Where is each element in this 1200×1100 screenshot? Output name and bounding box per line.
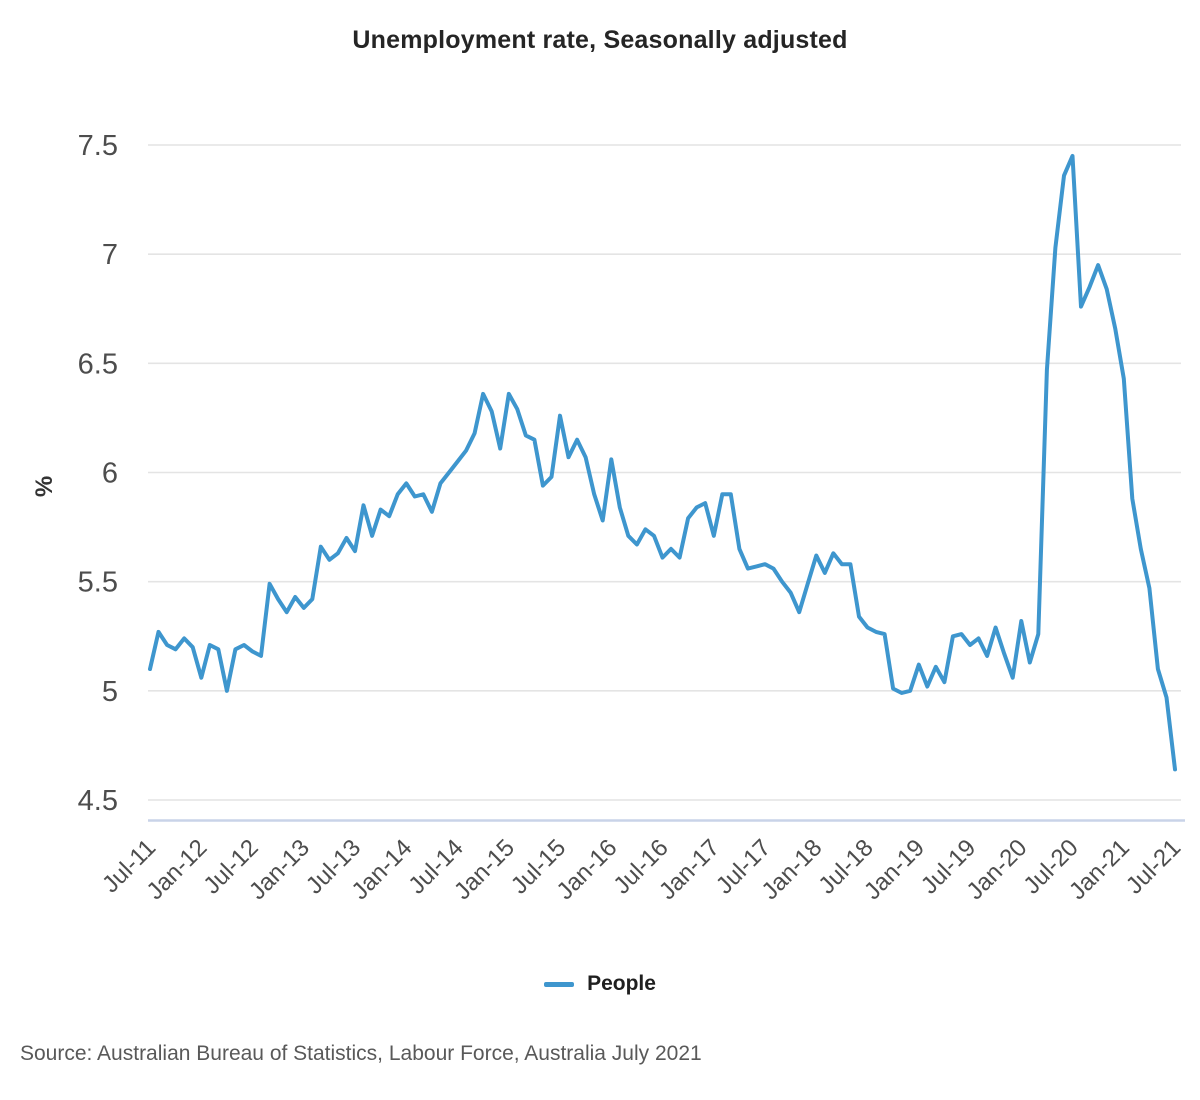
legend-line-swatch: [544, 981, 575, 987]
y-tick-label: 7: [102, 239, 118, 271]
y-tick-label: 6.5: [78, 348, 118, 380]
y-tick-label: 7.5: [78, 130, 118, 162]
y-tick-label: 5: [102, 676, 118, 708]
x-tick-label: Jul-21: [1121, 834, 1186, 899]
legend-series-label: People: [587, 972, 656, 995]
y-tick-label: 5.5: [78, 567, 118, 599]
y-axis-title: %: [31, 476, 58, 497]
chart-title: Unemployment rate, Seasonally adjusted: [352, 26, 848, 54]
series-line-people: [148, 153, 1177, 772]
source-note: Source: Australian Bureau of Statistics,…: [20, 1042, 702, 1065]
y-tick-label: 4.5: [78, 785, 118, 817]
legend: People: [0, 972, 1200, 996]
y-tick-label: 6: [102, 458, 118, 490]
